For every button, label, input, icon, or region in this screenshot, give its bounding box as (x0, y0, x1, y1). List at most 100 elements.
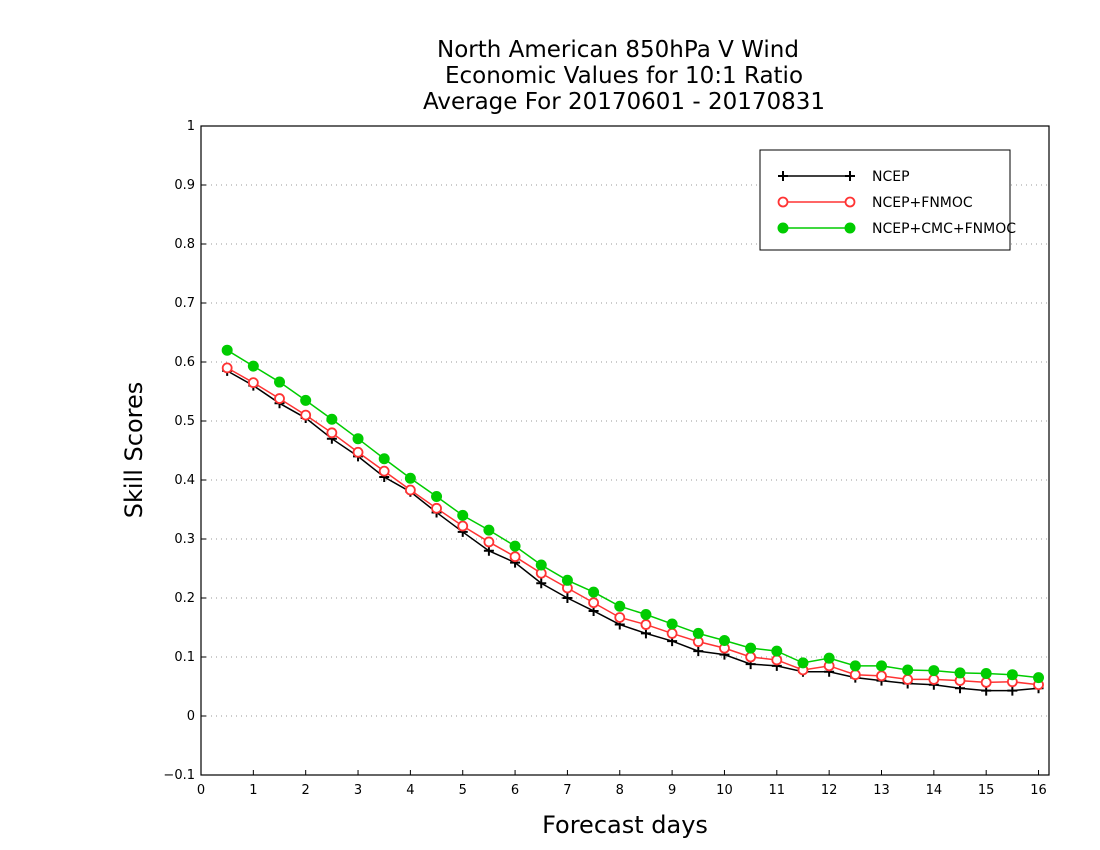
legend-item-ncep-fnmoc: NCEP+FNMOC (777, 195, 973, 211)
data-point-ncep-fnmoc (771, 654, 783, 666)
y-tick-label: 0.9 (174, 178, 195, 193)
data-point-ncep-cmc-fnmoc (875, 660, 887, 672)
legend-marker (778, 171, 788, 181)
data-point-ncep (640, 628, 651, 639)
title-line-3: Average For 20170601 - 20170831 (423, 89, 825, 115)
data-point-ncep-cmc-fnmoc (561, 574, 573, 586)
data-point-ncep-cmc-fnmoc (797, 657, 809, 669)
data-point-ncep-cmc-fnmoc (823, 652, 835, 664)
x-tick-label: 11 (769, 783, 786, 798)
data-point-ncep-cmc-fnmoc (535, 559, 547, 571)
legend-marker (845, 171, 855, 181)
chart-title: North American 850hPa V Wind Economic Va… (423, 37, 825, 115)
data-point-ncep-fnmoc (980, 676, 992, 688)
x-tick-label: 15 (978, 783, 995, 798)
x-tick-label: 2 (302, 783, 310, 798)
data-point-ncep-cmc-fnmoc (614, 600, 626, 612)
data-point-ncep-cmc-fnmoc (326, 413, 338, 425)
data-point-ncep-cmc-fnmoc (849, 660, 861, 672)
series-ncep-fnmoc (221, 362, 1044, 691)
data-point-ncep-cmc-fnmoc (247, 360, 259, 372)
plot-frame (200, 125, 1050, 776)
x-tick-label: 5 (459, 783, 467, 798)
data-point-ncep-fnmoc (326, 427, 338, 439)
data-point-ncep-cmc-fnmoc (954, 667, 966, 679)
data-point-ncep-cmc-fnmoc (221, 344, 233, 356)
legend-item-ncep-cmc-fnmoc: NCEP+CMC+FNMOC (777, 221, 1016, 237)
series-group (221, 344, 1045, 696)
data-point-ncep-fnmoc (457, 520, 469, 532)
y-tick-label: 1 (187, 119, 195, 134)
y-tick-label: 0.8 (174, 237, 195, 252)
y-tick-label: 0.5 (174, 414, 195, 429)
data-point-ncep-cmc-fnmoc (1033, 672, 1045, 684)
data-point-ncep-cmc-fnmoc (588, 586, 600, 598)
data-point-ncep-cmc-fnmoc (1006, 669, 1018, 681)
data-point-ncep-fnmoc (849, 669, 861, 681)
data-point-ncep-fnmoc (640, 619, 652, 630)
data-point-ncep-cmc-fnmoc (457, 509, 469, 521)
x-tick-label: 10 (716, 783, 733, 798)
series-ncep (222, 365, 1044, 696)
legend-box (759, 149, 1011, 251)
x-tick-label: 12 (821, 783, 838, 798)
data-point-ncep-cmc-fnmoc (509, 540, 521, 552)
data-point-ncep (483, 545, 494, 556)
data-point-ncep (693, 646, 704, 657)
x-axis-title: Forecast days (542, 811, 708, 839)
y-tick-label: 0.7 (174, 296, 195, 311)
x-tick-label: 4 (406, 783, 414, 798)
data-point-ncep-fnmoc (588, 597, 599, 609)
legend: NCEP NCEP+FNMOC NCEP+CMC+FNMOC (759, 149, 1016, 251)
data-point-ncep-cmc-fnmoc (718, 634, 730, 646)
data-point-ncep-fnmoc (745, 651, 757, 663)
data-point-ncep-fnmoc (404, 484, 416, 496)
data-point-ncep-fnmoc (483, 536, 495, 548)
x-axis: 0 1 2 3 4 5 6 7 8 9 10 11 12 13 14 15 16 (197, 770, 1047, 798)
title-line-1: North American 850hPa V Wind (437, 37, 799, 63)
x-tick-label: 1 (249, 783, 257, 798)
series-line-ncep (226, 370, 1039, 692)
y-axis-title: Skill Scores (120, 382, 148, 519)
y-tick-label: 0.6 (174, 355, 195, 370)
data-point-ncep-cmc-fnmoc (902, 664, 914, 676)
gridlines (201, 184, 1049, 717)
y-tick-label: 0.2 (174, 591, 195, 606)
y-tick-label: 0.1 (174, 650, 195, 665)
data-point-ncep-fnmoc (274, 393, 285, 404)
data-point-ncep (536, 578, 547, 589)
legend-item-ncep: NCEP (778, 169, 910, 185)
x-tick-label: 14 (926, 783, 943, 798)
data-point-ncep-fnmoc (666, 628, 678, 639)
data-point-ncep (1007, 685, 1018, 696)
data-point-ncep-cmc-fnmoc (771, 645, 783, 657)
series-ncep-cmc-fnmoc (221, 344, 1045, 684)
data-point-ncep-fnmoc (902, 674, 914, 685)
data-point-ncep-fnmoc (378, 465, 390, 477)
data-point-ncep-cmc-fnmoc (666, 618, 678, 630)
title-line-2: Economic Values for 10:1 Ratio (445, 63, 803, 89)
data-point-ncep-cmc-fnmoc (300, 394, 312, 406)
legend-label: NCEP+FNMOC (872, 195, 973, 211)
data-point-ncep-cmc-fnmoc (352, 433, 364, 445)
x-tick-label: 16 (1030, 783, 1047, 798)
data-point-ncep-fnmoc (509, 551, 521, 563)
data-point-ncep-cmc-fnmoc (692, 627, 704, 639)
y-tick-label: 0 (187, 709, 195, 724)
data-point-ncep-cmc-fnmoc (431, 491, 443, 503)
x-tick-label: 9 (668, 783, 676, 798)
data-point-ncep-cmc-fnmoc (404, 472, 416, 484)
data-point-ncep-cmc-fnmoc (745, 642, 757, 654)
data-point-ncep-fnmoc (876, 670, 887, 682)
data-point-ncep (562, 593, 573, 603)
legend-marker (777, 222, 789, 234)
x-tick-label: 13 (873, 783, 890, 798)
data-point-ncep-fnmoc (614, 612, 626, 623)
legend-marker (844, 196, 856, 208)
x-tick-label: 8 (616, 783, 624, 798)
legend-label: NCEP (872, 169, 910, 185)
y-tick-label: 0.4 (174, 473, 195, 488)
legend-label: NCEP+CMC+FNMOC (872, 221, 1016, 237)
data-point-ncep-fnmoc (247, 377, 259, 389)
y-tick-label: 0.3 (174, 532, 195, 547)
